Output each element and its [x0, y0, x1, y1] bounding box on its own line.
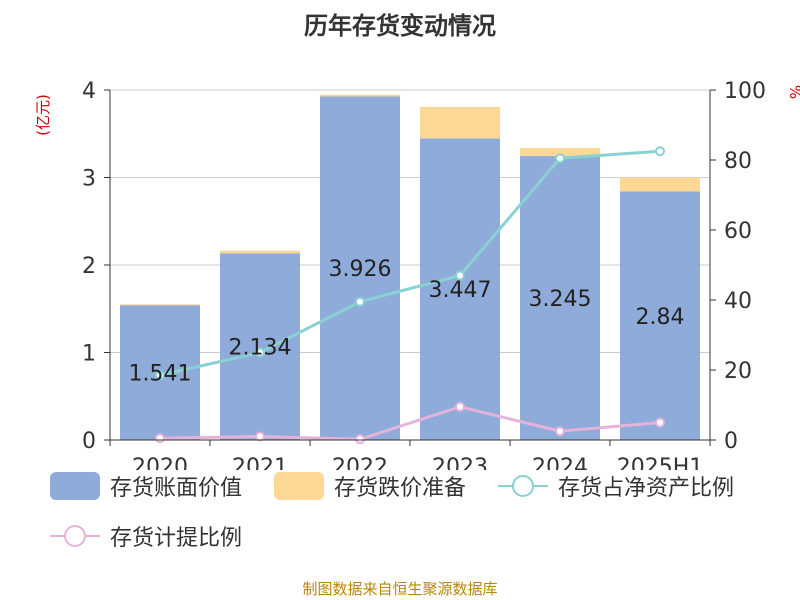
data-label-book-value: 1.541 [129, 362, 192, 387]
legend-item-provision-ratio[interactable]: 存货计提比例 [50, 520, 242, 552]
y-left-tick-label: 3 [82, 167, 96, 192]
bar-book-value [220, 253, 300, 440]
legend-label-net-asset-ratio: 存货占净资产比例 [558, 476, 735, 501]
y-right-tick-label: 80 [724, 149, 752, 174]
point-net-asset-ratio [555, 153, 565, 164]
x-tick-label: 2021 [232, 455, 288, 470]
x-tick-label: 2025H1 [617, 455, 704, 470]
y-left-unit-label: (亿元) [34, 94, 52, 136]
line-layer [155, 146, 665, 445]
point-provision-ratio [455, 401, 465, 412]
bar-layer [120, 94, 700, 440]
x-tick-label: 2023 [432, 455, 488, 470]
line-provision-ratio [159, 405, 661, 441]
point-net-asset-ratio [255, 347, 265, 358]
data-label-book-value: 2.134 [229, 336, 292, 361]
y-right-tick-label: 60 [724, 219, 752, 244]
point-provision-ratio [555, 426, 565, 437]
bar-book-value [620, 191, 700, 440]
bar-book-value [420, 138, 500, 440]
point-provision-ratio [655, 417, 665, 428]
label-layer: 1.541 2.134 3.926 3.447 3.245 2.84 [129, 257, 685, 386]
legend-swatch-book-value [50, 472, 100, 500]
data-label-book-value: 3.245 [529, 287, 592, 312]
legend-swatch-provision-ratio [50, 525, 100, 547]
line-net-asset-ratio [159, 149, 661, 377]
bar-impairment [320, 94, 400, 97]
legend-item-book-value[interactable]: 存货账面价值 [50, 470, 242, 502]
point-provision-ratio [355, 434, 365, 445]
legend-label-impairment: 存货跌价准备 [334, 476, 467, 501]
bar-impairment [420, 106, 500, 139]
data-label-book-value: 3.926 [329, 257, 392, 282]
data-label-book-value: 2.84 [636, 305, 685, 330]
point-net-asset-ratio [655, 146, 665, 157]
y-left-tick-label: 4 [82, 79, 96, 104]
legend-swatch-impairment [274, 472, 324, 500]
point-net-asset-ratio [155, 370, 165, 381]
point-net-asset-ratio [455, 270, 465, 281]
y-left-tick-label: 1 [82, 342, 96, 367]
y-left-tick-label: 0 [82, 429, 96, 454]
y-right-tick-label: 0 [724, 429, 738, 454]
y-right-tick-label: 100 [724, 79, 766, 104]
bar-book-value [520, 156, 600, 440]
y-right-tick-label: 20 [724, 359, 752, 384]
bar-book-value [320, 96, 400, 440]
bar-impairment [620, 177, 700, 192]
point-provision-ratio [255, 431, 265, 442]
y-left-tick-label: 2 [82, 254, 96, 279]
point-net-asset-ratio [355, 296, 365, 307]
y-right-tick-label: 40 [724, 289, 752, 314]
bar-impairment [220, 250, 300, 254]
bar-impairment [120, 304, 200, 306]
source-note: 制图数据来自恒生聚源数据库 [302, 580, 498, 598]
data-label-book-value: 3.447 [429, 278, 492, 303]
legend-label-book-value: 存货账面价值 [110, 476, 243, 501]
chart-title: 历年存货变动情况 [304, 12, 496, 40]
x-tick-label: 2020 [132, 455, 188, 470]
legend-swatch-net-asset-ratio [498, 475, 548, 497]
legend-label-provision-ratio: 存货计提比例 [110, 526, 243, 551]
x-tick-label: 2024 [532, 455, 588, 470]
point-provision-ratio [155, 433, 165, 444]
x-tick-label: 2022 [332, 455, 388, 470]
legend-item-impairment[interactable]: 存货跌价准备 [274, 470, 466, 502]
y-right-unit-label: % [786, 85, 800, 99]
legend-item-net-asset-ratio[interactable]: 存货占净资产比例 [498, 470, 734, 502]
bar-impairment [520, 148, 600, 157]
